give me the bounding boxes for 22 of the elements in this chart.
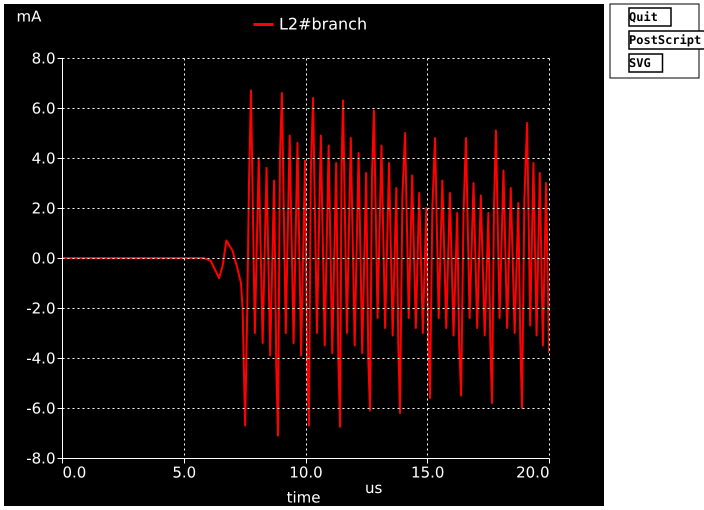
y-tick-label: 0.0	[32, 250, 56, 268]
x-axis-title: time	[286, 488, 320, 506]
y-tick-label: 6.0	[32, 100, 56, 118]
line-series	[62, 90, 549, 436]
y-axis-title: mA	[16, 8, 42, 26]
legend-label: L2#branch	[279, 14, 368, 34]
y-tick-label: -4.0	[26, 350, 56, 368]
y-tick-label: 4.0	[32, 150, 56, 168]
text: Quit	[629, 10, 658, 24]
y-tick-label: -2.0	[26, 300, 56, 318]
y-tick-label: 2.0	[32, 200, 56, 218]
y-tick-label: 8.0	[32, 50, 56, 68]
x-tick-label: 5.0	[172, 464, 196, 482]
x-tick-label: 10.0	[289, 464, 323, 482]
text: PostScript	[629, 33, 702, 47]
y-tick-label: -6.0	[26, 400, 56, 418]
x-tick-label: 0.0	[62, 464, 86, 482]
y-tick-label: -8.0	[26, 450, 56, 468]
text: us	[365, 479, 383, 497]
x-tick-label: 15.0	[411, 464, 444, 482]
x-tick-label: 20.0	[516, 464, 550, 482]
text: SVG	[629, 56, 651, 70]
